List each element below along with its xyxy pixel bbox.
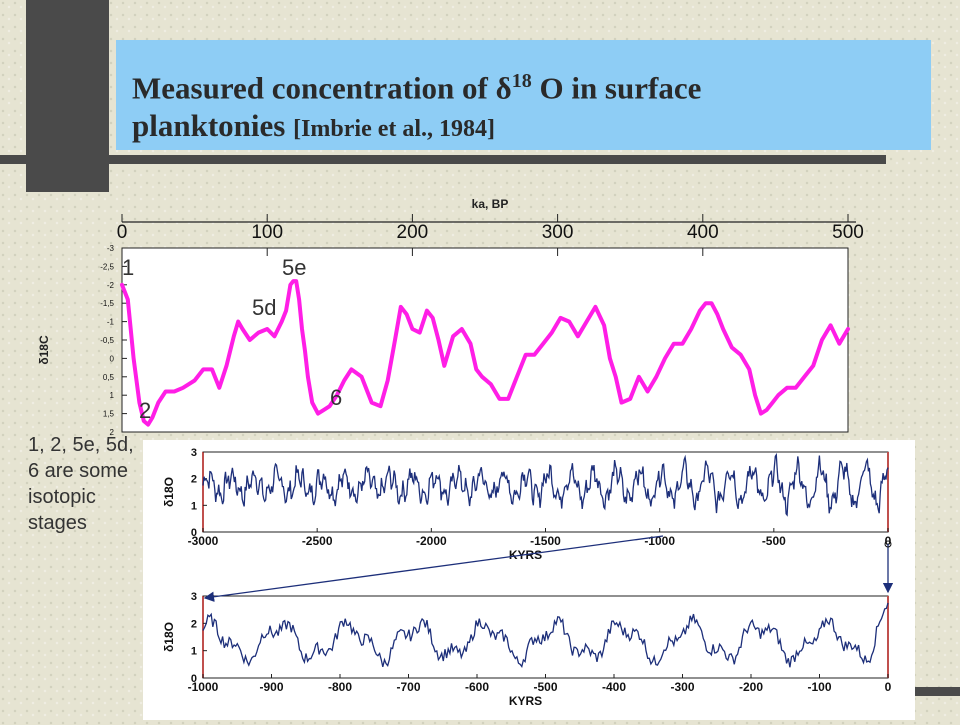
- x-tick-label: -900: [259, 680, 283, 694]
- y-tick-label: 1: [110, 391, 115, 400]
- y-tick-label: 1: [191, 500, 197, 512]
- x-tick-label: -800: [328, 680, 352, 694]
- x-axis-label: KYRS: [509, 694, 542, 708]
- y-tick-label: -1: [107, 318, 115, 327]
- x-tick-label: -700: [396, 680, 420, 694]
- title-delta: δ: [495, 70, 512, 106]
- title-suffix: O in surface: [531, 70, 702, 106]
- x-tick-label: -300: [670, 680, 694, 694]
- x-tick-label: -100: [807, 680, 831, 694]
- middle-chart: -3000-2500-2000-1500-1000-50000123KYRSδ1…: [162, 447, 892, 562]
- decorative-horizontal-line: [0, 155, 886, 164]
- y-tick-label: 3: [191, 447, 197, 459]
- y-tick-label: 2: [110, 428, 115, 437]
- x-tick-label: -500: [762, 534, 786, 548]
- y-tick-label: -3: [107, 244, 115, 253]
- y-tick-label: 0: [191, 673, 197, 685]
- y-tick-label: 2: [191, 618, 197, 630]
- x-tick-label: -1500: [530, 534, 561, 548]
- y-tick-label: 0: [110, 354, 115, 363]
- x-tick-label: 300: [542, 222, 574, 243]
- x-tick-label: 400: [687, 222, 719, 243]
- lower-figure-panel: -3000-2500-2000-1500-1000-50000123KYRSδ1…: [143, 440, 915, 720]
- y-tick-label: 0: [191, 527, 197, 539]
- title-superscript: 18: [511, 70, 532, 92]
- y-axis-label: δ18O: [162, 622, 176, 652]
- upper-chart-series-line: [120, 279, 850, 427]
- y-tick-label: -2,5: [100, 262, 114, 271]
- upper-chart-axes: [121, 221, 856, 433]
- upper-chart-y-label: δ18C: [37, 335, 51, 365]
- decorative-horizontal-line-bottom: [915, 687, 960, 696]
- stage-label-5d: 5d: [252, 295, 277, 320]
- x-tick-label: -500: [533, 680, 557, 694]
- x-tick-label: -600: [465, 680, 489, 694]
- bottom-chart: -1000 -900 -800 -700 -600 -500 -400 -300 -200 -10…: [162, 591, 892, 708]
- isotopic-stages-note: 1, 2, 5e, 5d, 6 are some isotopic stages: [28, 434, 134, 534]
- y-tick-label: -2: [107, 281, 115, 290]
- stage-label-5e: 5e: [282, 255, 307, 280]
- title-reference: [Imbrie et al., 1984]: [293, 116, 496, 143]
- y-tick-label: 3: [191, 591, 197, 603]
- stage-label-1: 1: [122, 255, 135, 280]
- chart-series-line: [202, 602, 889, 668]
- title-prefix: Measured concentration of: [132, 70, 496, 106]
- title-line2: planktonies: [132, 108, 294, 144]
- stage-label-2: 2: [139, 398, 152, 423]
- y-tick-label: 0,5: [103, 373, 115, 382]
- x-tick-label: -1000: [188, 680, 219, 694]
- upper-chart-x-ticks: 0 100 200 300 400 500: [117, 214, 864, 256]
- chart-series-line: [202, 452, 889, 517]
- x-tick-label: 100: [251, 222, 283, 243]
- slide-title: Measured concentration of δ18 O in surfa…: [132, 62, 922, 148]
- y-tick-label: -1,5: [100, 299, 114, 308]
- x-tick-label: -2000: [416, 534, 447, 548]
- x-tick-label: -200: [739, 680, 763, 694]
- x-tick-label: 500: [832, 222, 864, 243]
- y-tick-label: 1,5: [103, 410, 115, 419]
- title-box: Measured concentration of δ18 O in surfa…: [116, 40, 931, 150]
- lower-charts: -3000-2500-2000-1500-1000-50000123KYRSδ1…: [162, 447, 894, 708]
- stage-label-6: 6: [330, 385, 343, 410]
- x-tick-label: -2500: [302, 534, 333, 548]
- y-tick-label: 1: [191, 646, 197, 658]
- x-tick-label: 0: [117, 222, 128, 243]
- x-tick-label: 200: [397, 222, 429, 243]
- y-tick-label: -0,5: [100, 336, 114, 345]
- zoom-origin-marker: [884, 540, 892, 548]
- y-axis-label: δ18O: [162, 477, 176, 507]
- upper-chart-x-label: ka, BP: [472, 197, 509, 211]
- y-tick-label: 2: [191, 474, 197, 486]
- upper-chart-y-ticks: -3 -2,5 -2 -1,5 -1 -0,5 0 0,5 1 1,5 2: [100, 244, 127, 437]
- x-tick-label: 0: [885, 680, 892, 694]
- x-tick-label: -400: [602, 680, 626, 694]
- x-tick-label: -3000: [188, 534, 219, 548]
- zoom-arrows: [203, 535, 894, 602]
- zoom-arrow-left: [203, 535, 664, 602]
